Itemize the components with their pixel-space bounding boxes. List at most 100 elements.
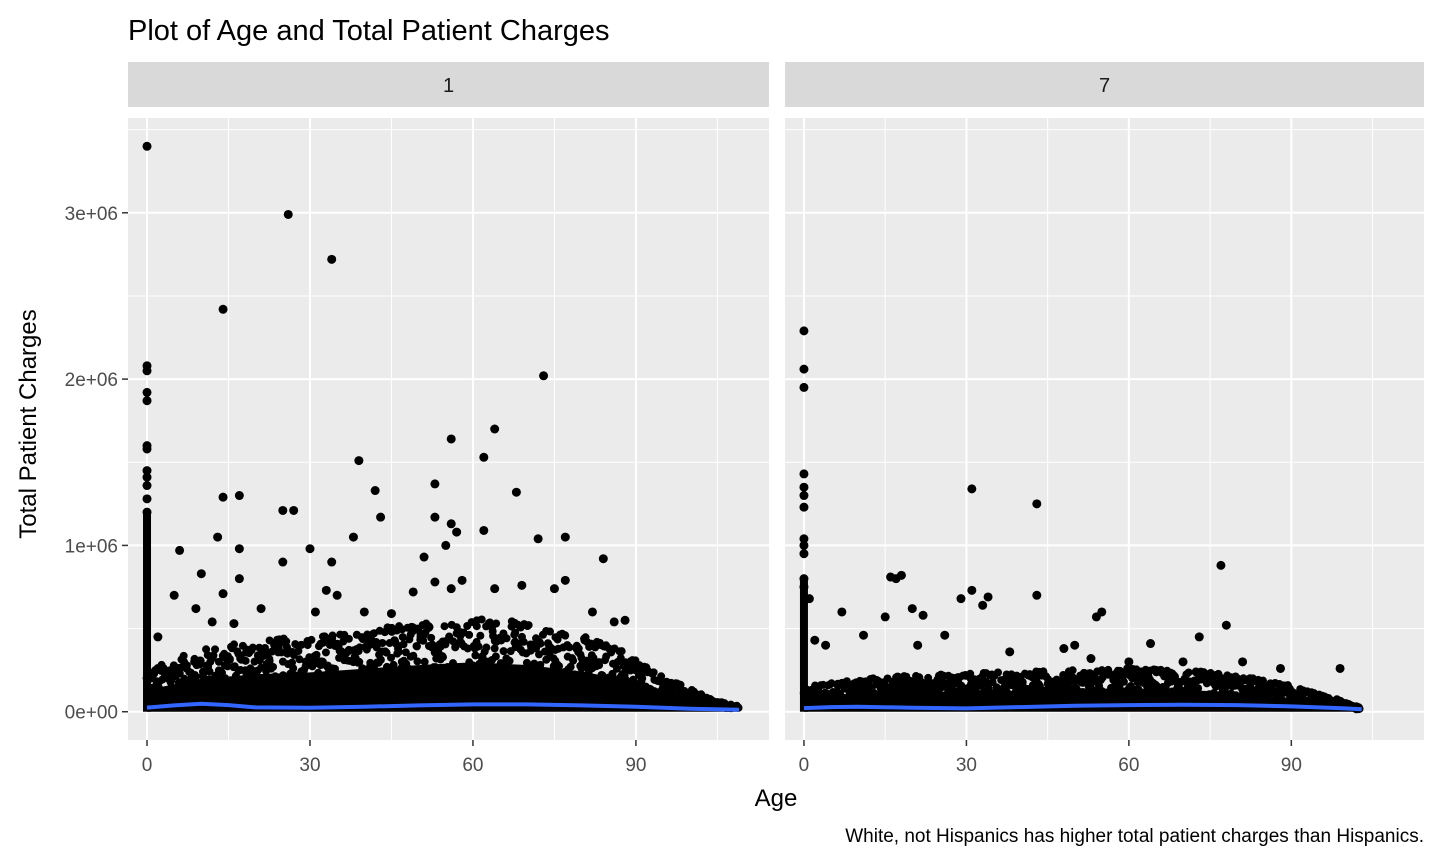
x-tick-label: 30 [956,755,977,776]
scatter-point [297,640,306,649]
scatter-point [565,643,574,652]
scatter-point [386,609,396,619]
scatter-point [142,387,152,397]
scatter-point [511,487,521,497]
scatter-point [519,637,528,646]
scatter-point [799,491,809,501]
scatter-point [656,677,665,686]
scatter-point [490,584,500,594]
scatter-point [430,512,440,522]
scatter-point [175,545,185,555]
facet-strip [128,62,769,107]
scatter-point [967,585,977,595]
y-tick-label: 1e+06 [65,536,118,557]
scatter-point [379,671,388,680]
scatter-point [837,607,847,617]
scatter-point [271,672,280,681]
scatter-point [278,557,288,567]
facet-panel-7: 7 0 30 60 90 [785,62,1424,776]
scatter-point [1135,687,1144,696]
scatter-point [142,141,152,151]
y-axis-title: Total Patient Charges [15,309,42,538]
scatter-point [376,655,385,664]
scatter-point [306,672,315,681]
facet-panel-1: 1 0 30 60 90 0e+00 1e+06 2e+06 3e+06 [65,62,769,776]
scatter-point [327,254,337,264]
y-tick-label: 0e+00 [65,703,118,724]
scatter-point [283,209,293,219]
scatter-point [1035,682,1044,691]
scatter-point [331,664,340,673]
scatter-point [433,667,442,676]
scatter-point [1209,688,1218,697]
scatter-point [440,622,449,631]
scatter-point [490,644,499,653]
scatter-point [223,662,232,671]
scatter-point [430,479,440,489]
scatter-point [225,655,234,664]
scatter-point [474,642,483,651]
scatter-point [332,640,341,649]
facet-strip-label: 7 [1099,75,1110,97]
scatter-point [517,580,527,590]
scatter-point [918,610,928,620]
scatter-point [408,587,418,597]
scatter-point [446,434,456,444]
smooth-trend-line [803,702,1362,712]
x-tick-label: 0 [799,755,810,776]
scatter-point [1005,647,1015,657]
scatter-point [505,656,514,665]
scatter-point [972,688,981,697]
scatter-point [256,604,266,614]
scatter-point [799,534,809,544]
scatter-point [587,607,597,617]
scatter-point [940,630,950,640]
scatter-point [328,631,337,640]
scatter-point [799,549,809,559]
scatter-point [208,653,217,662]
scatter-point [153,632,163,642]
scatter-point [241,656,250,665]
scatter-point [1070,640,1080,650]
x-tick-label: 60 [1118,755,1139,776]
scatter-point [295,655,304,664]
scatter-point [399,640,408,649]
scatter-point [612,664,621,673]
scatter-point [269,662,278,671]
scatter-point [465,630,474,639]
scatter-point [522,658,531,667]
scatter-point [218,304,228,314]
scatter-point [523,622,532,631]
x-tick-label: 0 [142,755,153,776]
scatter-point [799,364,809,374]
scatter-age-zero-column [799,578,808,712]
scatter-point [595,661,604,670]
scatter-point [1032,590,1042,600]
scatter-point [477,615,486,624]
scatter-point [479,525,489,535]
scatter-point [229,619,239,629]
scatter-point [560,575,570,585]
smooth-trend-line [146,701,740,712]
scatter-point [446,584,456,594]
scatter-point [289,664,298,673]
facet-panels: 1 0 30 60 90 0e+00 1e+06 2e+06 3e+06 7 0 30 60 90 [65,62,1424,776]
scatter-point [568,654,577,663]
scatter-point [566,662,575,671]
scatter-point [799,540,809,550]
scatter-point [799,382,809,392]
scatter-point [265,654,274,663]
scatter-point [896,570,906,580]
scatter-point [479,452,489,462]
scatter-point [327,557,337,567]
scatter-point [1126,682,1135,691]
scatter-point [476,631,485,640]
scatter-point [412,642,421,651]
scatter-point [394,647,403,656]
x-axis-title: Age [755,785,798,812]
scatter-point [307,635,316,644]
scatter-point [378,638,387,647]
scatter-point [1231,691,1240,700]
scatter-point [344,634,353,643]
scatter-point [207,617,217,627]
